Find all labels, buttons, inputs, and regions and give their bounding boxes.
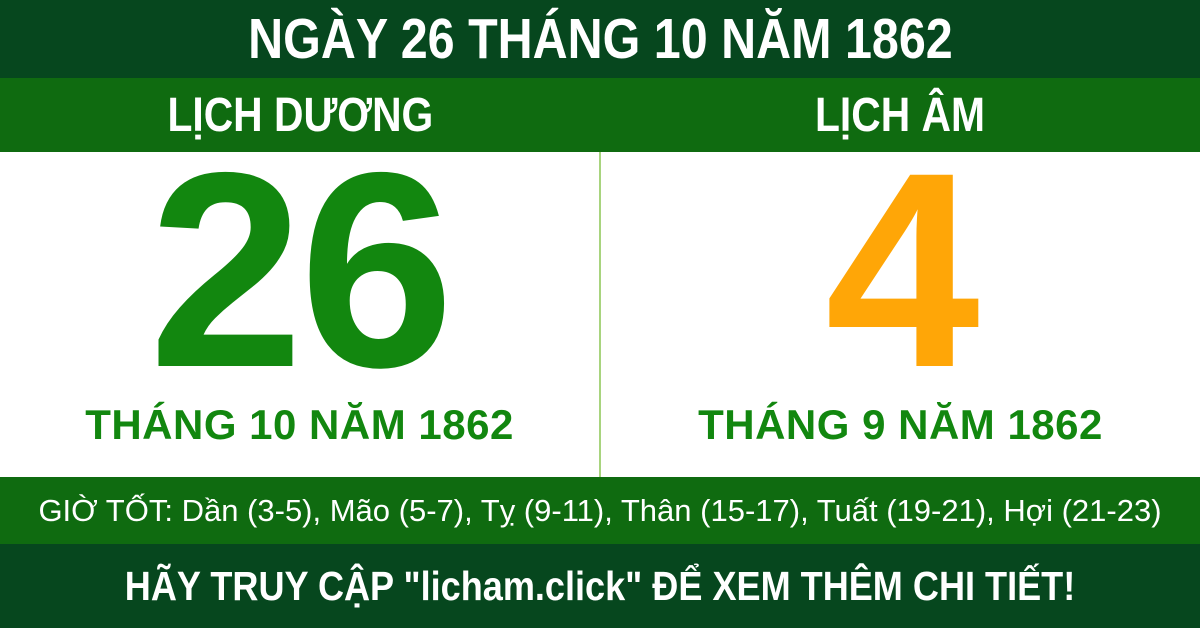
- solar-month-year: THÁNG 10 NĂM 1862: [85, 401, 514, 448]
- lunar-panel: 4 THÁNG 9 NĂM 1862: [601, 113, 1200, 477]
- banner-header: NGÀY 26 THÁNG 10 NĂM 1862: [0, 0, 1200, 78]
- solar-calendar-label: LỊCH DƯƠNG: [167, 88, 433, 142]
- solar-day-number: 26: [148, 113, 454, 425]
- good-hours-bar: GIỜ TỐT: Dần (3-5), Mão (5-7), Tỵ (9-11)…: [0, 477, 1200, 544]
- lunar-calendar-header: LỊCH ÂM: [600, 78, 1200, 152]
- solar-panel: 26 THÁNG 10 NĂM 1862: [0, 113, 599, 477]
- lunar-month-year: THÁNG 9 NĂM 1862: [698, 401, 1103, 448]
- calendar-type-bar: LỊCH DƯƠNG LỊCH ÂM: [0, 78, 1200, 152]
- banner-footer: HÃY TRUY CẬP "licham.click" ĐỂ XEM THÊM …: [0, 544, 1200, 628]
- footer-cta-text: HÃY TRUY CẬP "licham.click" ĐỂ XEM THÊM …: [124, 562, 1076, 609]
- banner-title: NGÀY 26 THÁNG 10 NĂM 1862: [247, 7, 953, 71]
- calendar-panels: 26 THÁNG 10 NĂM 1862 4 THÁNG 9 NĂM 1862: [0, 113, 1200, 477]
- lunar-day-number: 4: [825, 113, 980, 425]
- solar-calendar-header: LỊCH DƯƠNG: [0, 78, 600, 152]
- lunar-calendar-label: LỊCH ÂM: [815, 88, 985, 142]
- good-hours-text: GIỜ TỐT: Dần (3-5), Mão (5-7), Tỵ (9-11)…: [38, 492, 1162, 528]
- panel-divider: [599, 152, 601, 477]
